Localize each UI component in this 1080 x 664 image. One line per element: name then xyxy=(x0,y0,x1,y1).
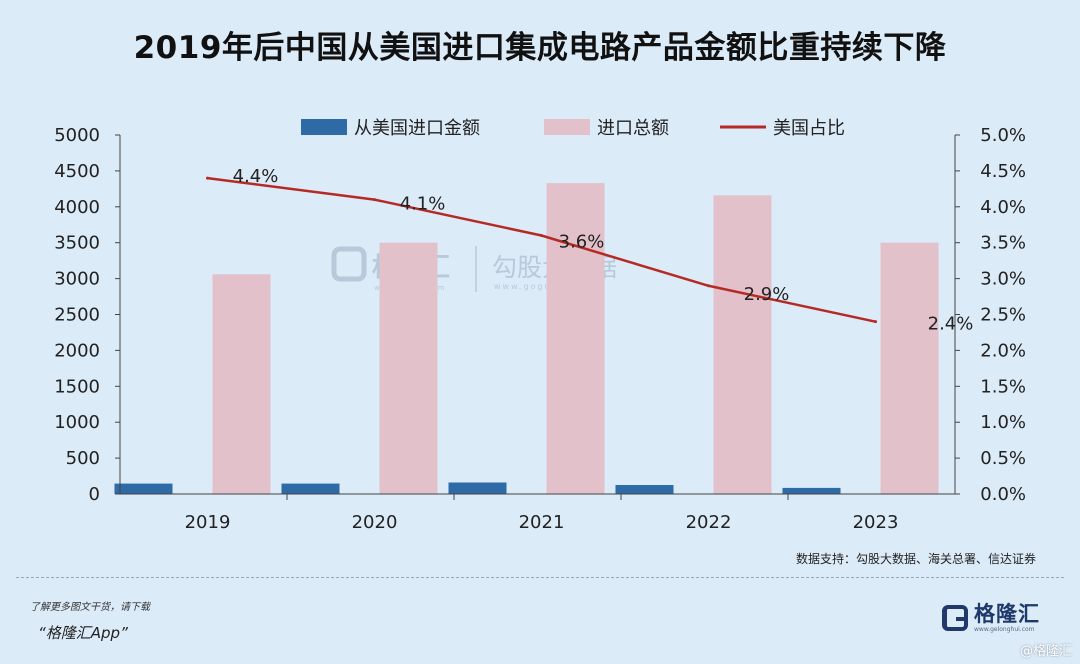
legend-swatch-total-import xyxy=(544,119,590,135)
left-tick-label: 3000 xyxy=(54,269,100,290)
brand-logo[interactable]: 格隆汇 www.gelonghui.com xyxy=(942,600,1040,636)
legend-label-us-share: 美国占比 xyxy=(773,118,845,139)
chart-title: 2019年后中国从美国进口集成电路产品金额比重持续下降 xyxy=(133,30,947,66)
x-tick-label-2020: 2020 xyxy=(352,512,398,533)
bar-total-import-2019 xyxy=(212,274,271,494)
x-tick-label-2019: 2019 xyxy=(185,512,231,533)
watermark-logo-icon xyxy=(331,246,367,282)
bar-total-import-2020 xyxy=(379,242,438,494)
legend-label-us-import: 从美国进口金额 xyxy=(354,118,480,139)
right-tick-label: 1.0% xyxy=(980,412,1026,433)
axes-layer: 0 500 1000 1500 2000 2500 3000 3500 4000 4500 5000… xyxy=(54,125,1026,533)
promo-text: 了解更多图文干货，请下载 xyxy=(30,602,150,613)
right-tick-label: 4.0% xyxy=(980,197,1026,218)
right-tick-label: 2.0% xyxy=(980,340,1026,361)
left-tick-label: 2000 xyxy=(54,340,100,361)
line-point-2023 xyxy=(874,320,877,324)
bar-us-import-2019 xyxy=(114,483,173,494)
left-tick-label: 3500 xyxy=(54,233,100,254)
bar-total-import-2022 xyxy=(713,195,772,494)
bar-total-import-2021 xyxy=(546,183,605,494)
left-tick-label: 500 xyxy=(66,448,100,469)
left-tick-label: 4500 xyxy=(54,161,100,182)
left-tick-label: 4000 xyxy=(54,197,100,218)
legend-swatch-us-import xyxy=(301,119,347,135)
bars-layer xyxy=(114,183,939,494)
line-point-2021 xyxy=(540,234,543,238)
data-label-2023: 2.4% xyxy=(928,314,974,335)
brand-url: www.gelonghui.com xyxy=(974,625,1035,633)
bar-us-import-2023 xyxy=(782,487,841,494)
data-label-2021: 3.6% xyxy=(559,232,605,253)
corner-watermark: @格隆汇 xyxy=(1019,644,1072,659)
right-tick-label: 5.0% xyxy=(980,125,1026,146)
line-point-2022 xyxy=(707,284,710,288)
left-tick-label: 1500 xyxy=(54,376,100,397)
brand-logo-icon xyxy=(942,605,968,631)
data-label-2020: 4.1% xyxy=(400,194,446,215)
left-tick-label: 0 xyxy=(89,484,100,505)
bar-us-import-2020 xyxy=(281,483,340,494)
line-point-2019 xyxy=(206,176,209,180)
x-tick-label-2023: 2023 xyxy=(853,512,899,533)
left-tick-label: 5000 xyxy=(54,125,100,146)
x-tick-label-2021: 2021 xyxy=(519,512,565,533)
promo-app-name: “格隆汇App” xyxy=(38,624,128,642)
bar-us-import-2021 xyxy=(448,482,507,494)
data-label-2022: 2.9% xyxy=(744,284,790,305)
x-tick-label-2022: 2022 xyxy=(686,512,732,533)
left-tick-label: 1000 xyxy=(54,412,100,433)
line-layer: 4.4% 4.1% 3.6% 2.9% 2.4% xyxy=(206,166,973,335)
legend: 从美国进口金额 进口总额 美国占比 xyxy=(301,118,845,139)
right-tick-label: 0.0% xyxy=(980,484,1026,505)
bar-total-import-2023 xyxy=(880,242,939,494)
legend-label-total-import: 进口总额 xyxy=(597,118,669,139)
data-source: 数据支持：勾股大数据、海关总署、信达证券 xyxy=(795,552,1036,566)
right-tick-label: 3.5% xyxy=(980,233,1026,254)
right-tick-label: 0.5% xyxy=(980,448,1026,469)
right-tick-label: 1.5% xyxy=(980,376,1026,397)
bar-us-import-2022 xyxy=(615,485,674,494)
divider xyxy=(16,577,1064,578)
right-tick-label: 4.5% xyxy=(980,161,1026,182)
line-point-2020 xyxy=(373,198,376,202)
right-tick-label: 3.0% xyxy=(980,269,1026,290)
data-label-2019: 4.4% xyxy=(233,166,279,187)
brand-name: 格隆汇 xyxy=(974,601,1040,626)
right-tick-label: 2.5% xyxy=(980,305,1026,326)
left-tick-label: 2500 xyxy=(54,305,100,326)
